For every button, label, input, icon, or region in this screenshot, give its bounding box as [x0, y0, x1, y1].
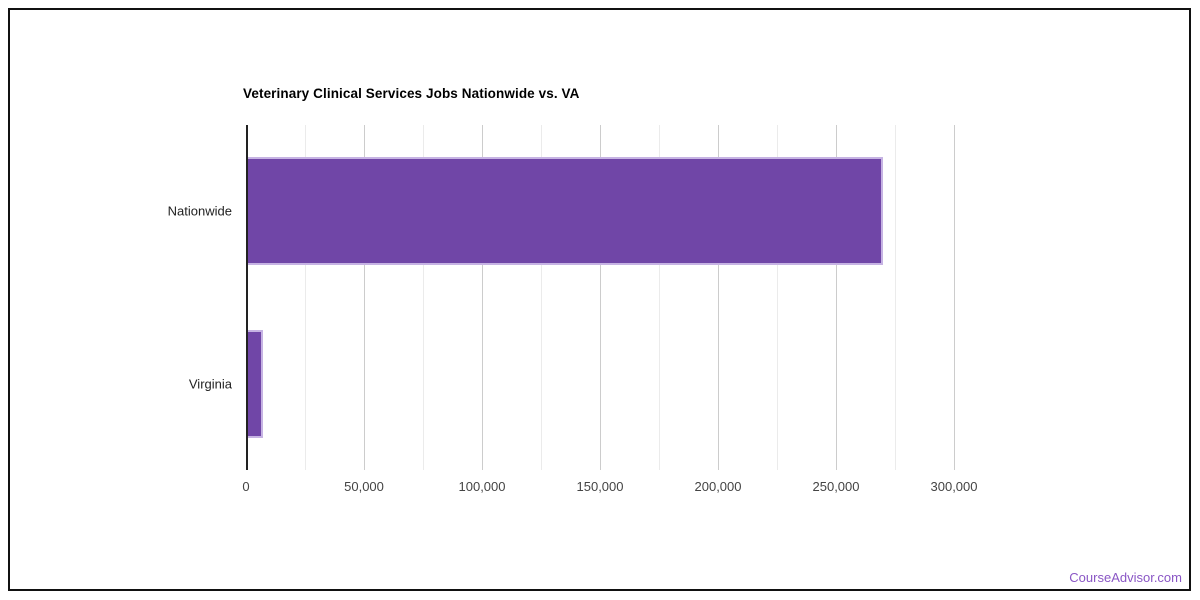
- major-gridline: [600, 125, 601, 470]
- courseadvisor-watermark-link[interactable]: CourseAdvisor.com: [1069, 570, 1182, 585]
- bar-virginia[interactable]: [246, 329, 263, 438]
- major-gridline: [718, 125, 719, 470]
- major-gridline: [954, 125, 955, 470]
- minor-gridline: [423, 125, 424, 470]
- category-label-nationwide: Nationwide: [167, 203, 232, 219]
- minor-gridline: [541, 125, 542, 470]
- major-gridline: [836, 125, 837, 470]
- x-axis-tick-label: 300,000: [930, 479, 978, 494]
- plot-area: [246, 125, 955, 470]
- bar-nationwide[interactable]: [246, 157, 884, 266]
- chart-title: Veterinary Clinical Services Jobs Nation…: [243, 86, 580, 101]
- x-axis-tick-label: 150,000: [576, 479, 624, 494]
- minor-gridline: [305, 125, 306, 470]
- minor-gridline: [895, 125, 896, 470]
- major-gridline: [482, 125, 483, 470]
- y-axis-baseline: [246, 125, 248, 470]
- minor-gridline: [777, 125, 778, 470]
- x-axis-tick-label: 50,000: [344, 479, 384, 494]
- x-axis-tick-label: 100,000: [458, 479, 506, 494]
- category-label-virginia: Virginia: [188, 376, 232, 392]
- x-axis-tick-label: 200,000: [694, 479, 742, 494]
- major-gridline: [364, 125, 365, 470]
- x-axis-tick-label: 0: [242, 479, 250, 494]
- minor-gridline: [659, 125, 660, 470]
- x-axis-tick-label: 250,000: [812, 479, 860, 494]
